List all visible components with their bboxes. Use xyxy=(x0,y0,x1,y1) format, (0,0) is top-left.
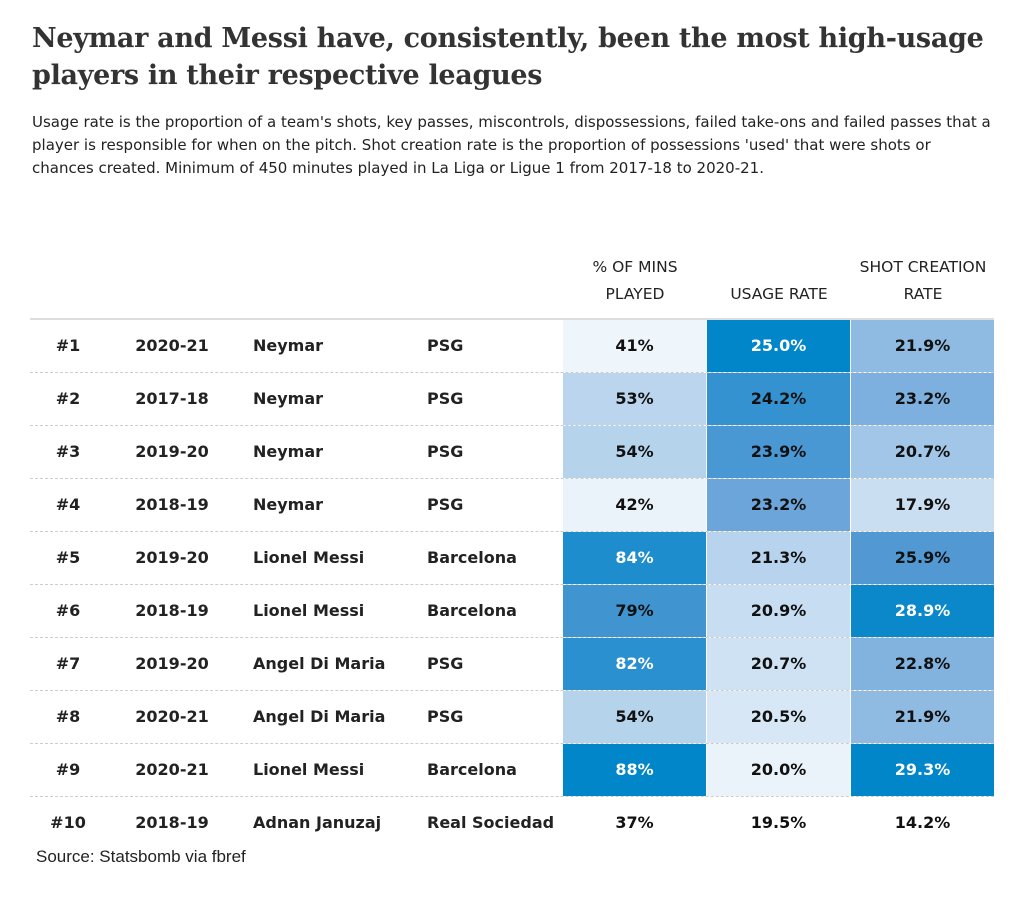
header-usage: USAGE RATE xyxy=(730,285,828,303)
cell-rank: #8 xyxy=(55,707,81,726)
cell-player: Angel Di Maria xyxy=(253,707,386,726)
cell-rank: #10 xyxy=(50,813,86,832)
cell-mins: 41% xyxy=(563,320,706,372)
cell-mins: 88% xyxy=(563,744,706,796)
cell-team: PSG xyxy=(427,495,464,514)
cell-usage: 20.0% xyxy=(707,744,850,796)
chart-title: Neymar and Messi have, consistently, bee… xyxy=(32,23,984,91)
cell-season: 2020-21 xyxy=(135,336,209,355)
cell-mins: 84% xyxy=(563,532,706,584)
cell-season: 2020-21 xyxy=(135,707,209,726)
table-row: #10 2018-19 Adnan Januzaj Real Sociedad 37% 1… xyxy=(30,797,994,849)
cell-shot-creation: 17.9% xyxy=(851,479,994,531)
cell-shot-creation: 14.2% xyxy=(851,797,994,849)
cell-rank: #9 xyxy=(55,760,81,779)
cell-season: 2020-21 xyxy=(135,760,209,779)
cell-mins: 54% xyxy=(563,426,706,478)
cell-rank: #7 xyxy=(55,654,81,673)
cell-usage: 20.9% xyxy=(707,585,850,637)
cell-mins: 42% xyxy=(563,479,706,531)
table-row: #6 2018-19 Lionel Messi Barcelona 79% 20.9% 28… xyxy=(30,585,994,638)
cell-usage: 19.5% xyxy=(707,797,850,849)
cell-usage: 23.9% xyxy=(707,426,850,478)
cell-team: PSG xyxy=(427,389,464,408)
cell-player: Lionel Messi xyxy=(253,548,365,567)
cell-shot-creation: 25.9% xyxy=(851,532,994,584)
cell-usage: 20.5% xyxy=(707,691,850,743)
cell-shot-creation: 22.8% xyxy=(851,638,994,690)
cell-player: Neymar xyxy=(253,336,324,355)
cell-mins: 53% xyxy=(563,373,706,425)
cell-player: Neymar xyxy=(253,389,324,408)
cell-mins: 79% xyxy=(563,585,706,637)
cell-shot-creation: 21.9% xyxy=(851,691,994,743)
cell-mins: 37% xyxy=(563,797,706,849)
table-row: #9 2020-21 Lionel Messi Barcelona 88% 20.0% 29… xyxy=(30,744,994,797)
cell-rank: #2 xyxy=(55,389,81,408)
cell-usage: 20.7% xyxy=(707,638,850,690)
cell-season: 2018-19 xyxy=(135,601,209,620)
cell-player: Neymar xyxy=(253,442,324,461)
cell-shot-creation: 28.9% xyxy=(851,585,994,637)
table-row: #3 2019-20 Neymar PSG 54% 23.9% 20.7% xyxy=(30,426,994,479)
table-header: % OF MINS PLAYED USAGE RATE SHOT CREATIO… xyxy=(30,228,994,320)
cell-player: Lionel Messi xyxy=(253,601,365,620)
cell-season: 2018-19 xyxy=(135,813,209,832)
cell-usage: 23.2% xyxy=(707,479,850,531)
cell-player: Angel Di Maria xyxy=(253,654,386,673)
table-row: #1 2020-21 Neymar PSG 41% 25.0% 21.9% xyxy=(30,320,994,373)
cell-team: PSG xyxy=(427,707,464,726)
cell-season: 2019-20 xyxy=(135,442,209,461)
cell-usage: 24.2% xyxy=(707,373,850,425)
data-table: % OF MINS PLAYED USAGE RATE SHOT CREATIO… xyxy=(30,228,994,849)
cell-player: Neymar xyxy=(253,495,324,514)
cell-team: PSG xyxy=(427,442,464,461)
header-shot-creation: SHOT CREATION RATE xyxy=(859,258,987,303)
cell-team: Barcelona xyxy=(427,760,517,779)
cell-team: Barcelona xyxy=(427,548,517,567)
cell-team: PSG xyxy=(427,654,464,673)
cell-season: 2019-20 xyxy=(135,654,209,673)
chart-subtitle: Usage rate is the proportion of a team's… xyxy=(32,113,991,177)
cell-team: PSG xyxy=(427,336,464,355)
header-mins: % OF MINS PLAYED xyxy=(592,258,678,303)
cell-rank: #4 xyxy=(55,495,81,514)
cell-usage: 25.0% xyxy=(707,320,850,372)
cell-season: 2018-19 xyxy=(135,495,209,514)
cell-shot-creation: 29.3% xyxy=(851,744,994,796)
cell-rank: #1 xyxy=(55,336,81,355)
cell-shot-creation: 23.2% xyxy=(851,373,994,425)
cell-rank: #6 xyxy=(55,601,81,620)
cell-season: 2017-18 xyxy=(135,389,209,408)
cell-team: Real Sociedad xyxy=(427,813,555,832)
table-row: #2 2017-18 Neymar PSG 53% 24.2% 23.2% xyxy=(30,373,994,426)
table-row: #4 2018-19 Neymar PSG 42% 23.2% 17.9% xyxy=(30,479,994,532)
cell-usage: 21.3% xyxy=(707,532,850,584)
source-note: Source: Statsbomb via fbref xyxy=(36,847,246,866)
cell-season: 2019-20 xyxy=(135,548,209,567)
table-body: #1 2020-21 Neymar PSG 41% 25.0% 21.9% #2 2017-18… xyxy=(30,320,994,849)
cell-player: Adnan Januzaj xyxy=(253,813,382,832)
table-row: #5 2019-20 Lionel Messi Barcelona 84% 21.3% 25… xyxy=(30,532,994,585)
cell-player: Lionel Messi xyxy=(253,760,365,779)
cell-team: Barcelona xyxy=(427,601,517,620)
cell-rank: #5 xyxy=(55,548,81,567)
cell-rank: #3 xyxy=(55,442,81,461)
table-row: #7 2019-20 Angel Di Maria PSG 82% 20.7% 22.8% xyxy=(30,638,994,691)
table-row: #8 2020-21 Angel Di Maria PSG 54% 20.5% 21.9% xyxy=(30,691,994,744)
cell-shot-creation: 20.7% xyxy=(851,426,994,478)
cell-mins: 82% xyxy=(563,638,706,690)
cell-shot-creation: 21.9% xyxy=(851,320,994,372)
cell-mins: 54% xyxy=(563,691,706,743)
